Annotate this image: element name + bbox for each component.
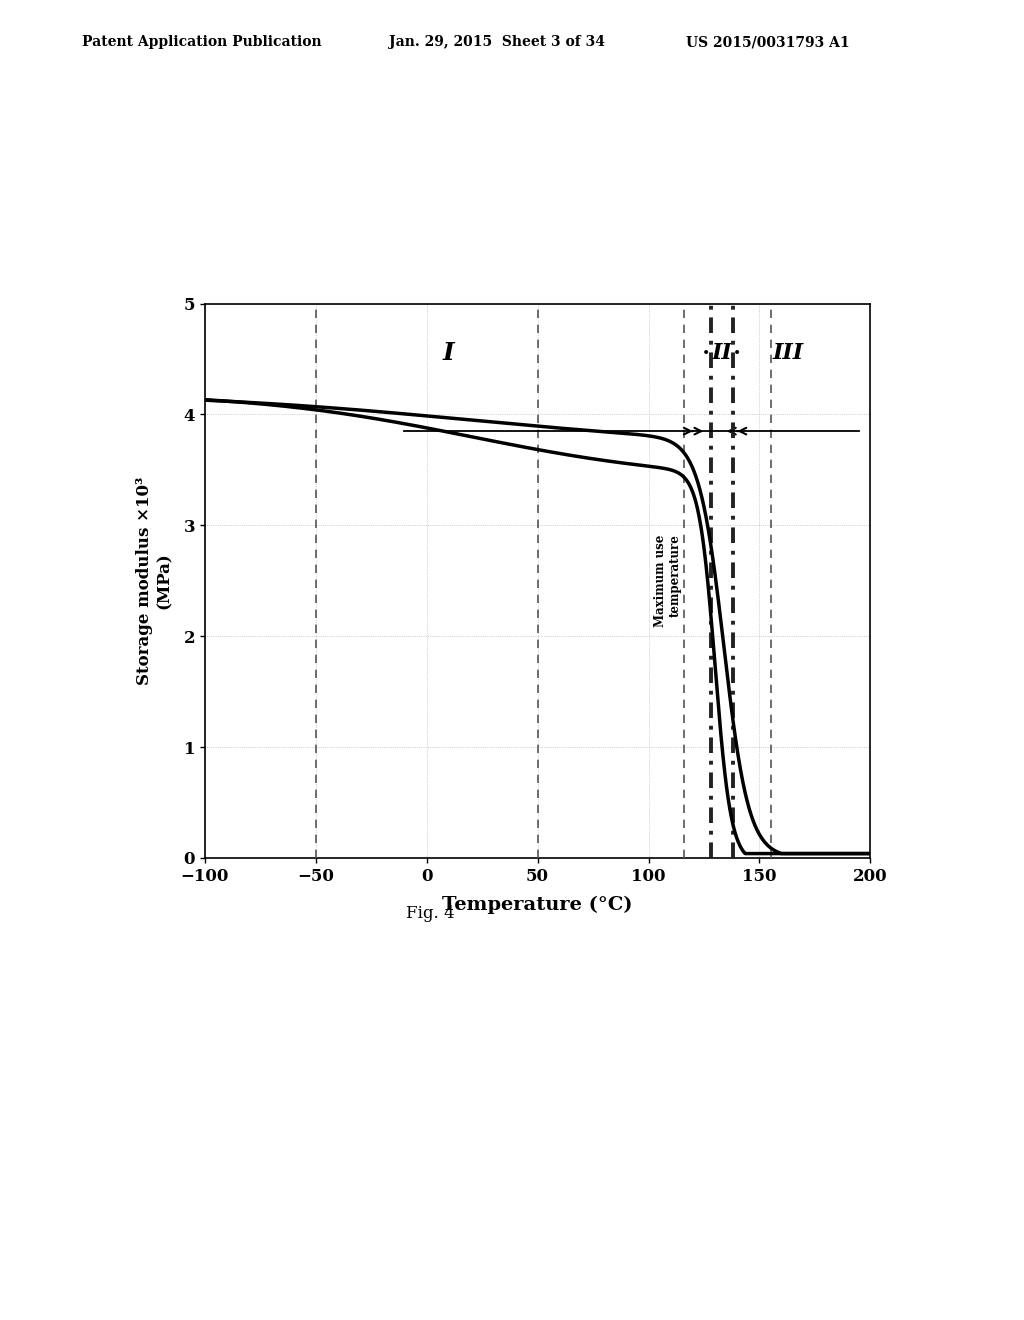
Text: Patent Application Publication: Patent Application Publication	[82, 36, 322, 49]
Text: I: I	[443, 342, 455, 366]
Y-axis label: Storage modulus ×10³
(MPa): Storage modulus ×10³ (MPa)	[136, 477, 172, 685]
Text: III: III	[773, 342, 804, 364]
Text: Jan. 29, 2015  Sheet 3 of 34: Jan. 29, 2015 Sheet 3 of 34	[389, 36, 605, 49]
X-axis label: Temperature (°C): Temperature (°C)	[442, 896, 633, 913]
Text: •: •	[733, 346, 741, 360]
Text: Maximum use
temperature: Maximum use temperature	[653, 535, 682, 627]
Text: Fig. 4: Fig. 4	[406, 906, 455, 921]
Text: •: •	[702, 346, 711, 360]
Text: US 2015/0031793 A1: US 2015/0031793 A1	[686, 36, 850, 49]
Text: II: II	[712, 342, 732, 364]
